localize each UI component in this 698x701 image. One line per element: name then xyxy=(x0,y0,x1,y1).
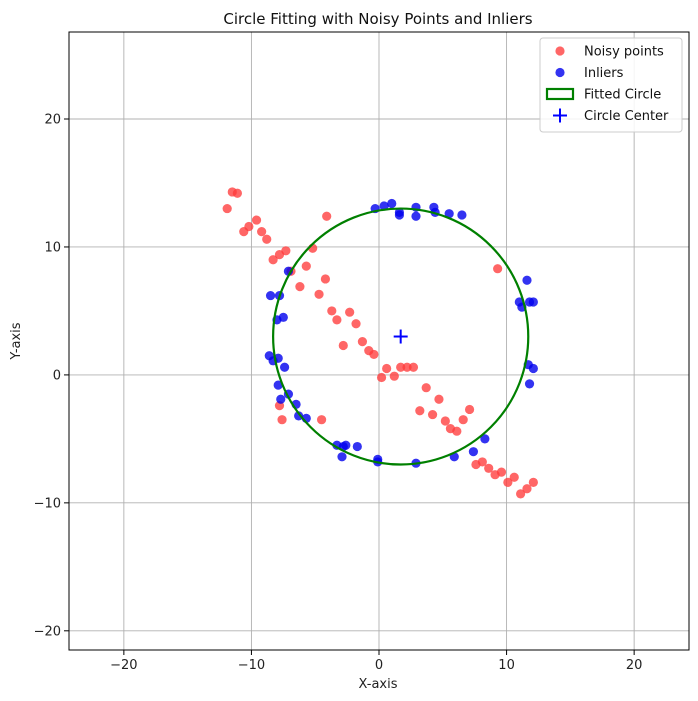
noisy-point xyxy=(345,307,355,317)
legend-entry-noisy: Noisy points xyxy=(555,45,664,60)
legend: Noisy points Inliers Fitted Circle Circle C… xyxy=(539,37,683,133)
legend-box xyxy=(539,37,683,133)
inlier-point xyxy=(279,362,290,372)
noisy-point xyxy=(415,406,425,416)
noisy-point xyxy=(402,362,412,372)
circle-center-marker xyxy=(393,329,408,344)
inlier-point xyxy=(387,198,397,209)
inlier-point xyxy=(457,210,467,220)
legend-label: Fitted Circle xyxy=(584,88,661,103)
noisy-point xyxy=(484,463,494,473)
inlier-point xyxy=(444,209,454,219)
inlier-point xyxy=(337,452,347,462)
noisy-point xyxy=(408,362,419,372)
inlier-point xyxy=(528,297,538,307)
noisy-point xyxy=(244,221,254,232)
noisy-point xyxy=(232,188,242,198)
legend-entry-inlier: Inliers xyxy=(555,66,624,81)
noisy-point xyxy=(338,340,348,351)
inlier-point xyxy=(294,411,304,421)
legend-entry-circle: Fitted Circle xyxy=(545,87,661,103)
noisy-point xyxy=(477,457,487,467)
inlier-point xyxy=(522,275,532,285)
noisy-point xyxy=(262,234,272,244)
noisy-point xyxy=(320,274,331,284)
noisy-point xyxy=(281,246,291,256)
noisy-point xyxy=(251,215,262,225)
chart-title: Circle Fitting with Noisy Points and Inl… xyxy=(223,10,532,28)
inlier-point xyxy=(273,380,283,390)
inlier-point xyxy=(411,211,421,221)
x-tick-label: −20 xyxy=(110,658,137,673)
noisy-point xyxy=(357,337,368,347)
noisy-point xyxy=(257,227,267,237)
x-tick-label: −10 xyxy=(238,658,265,673)
noisy-point xyxy=(493,264,503,274)
noisy-point xyxy=(268,255,278,265)
y-tick-label: 10 xyxy=(44,240,61,255)
noisy-point xyxy=(322,211,332,221)
noisy-point xyxy=(458,415,468,425)
noisy-point xyxy=(277,415,287,425)
legend-label: Inliers xyxy=(584,66,624,81)
inlier-point xyxy=(394,207,405,218)
legend-entry-center: Circle Center xyxy=(553,108,669,124)
legend-inlier-marker xyxy=(555,67,565,78)
inlier-point xyxy=(524,379,535,389)
inlier-point xyxy=(480,434,490,444)
noisy-point xyxy=(421,383,431,393)
y-tick-label: −20 xyxy=(34,624,61,639)
noisy-point xyxy=(434,394,444,404)
legend-noisy-marker xyxy=(555,46,565,56)
noisy-point xyxy=(503,477,513,487)
noisy-point xyxy=(295,282,305,292)
noisy-point xyxy=(316,415,327,425)
noisy-point xyxy=(369,349,379,360)
noisy-point xyxy=(222,203,232,214)
y-axis-label: Y-axis xyxy=(9,322,24,360)
legend-label: Circle Center xyxy=(584,109,669,124)
noisy-point xyxy=(376,372,387,383)
y-tick-label: 0 xyxy=(53,368,61,383)
y-tick-label: −10 xyxy=(34,496,61,511)
x-tick-label: 20 xyxy=(626,658,643,673)
noisy-point xyxy=(389,371,399,381)
inlier-point xyxy=(265,290,276,301)
noisy-point xyxy=(332,315,342,325)
noisy-point xyxy=(427,409,438,420)
y-tick-label: 20 xyxy=(44,113,61,128)
noisy-point xyxy=(314,289,324,299)
noisy-point xyxy=(516,489,526,499)
x-tick-label: 10 xyxy=(498,658,515,673)
plot-area xyxy=(222,187,538,499)
noisy-point xyxy=(396,362,406,372)
noisy-point xyxy=(301,261,311,271)
noisy-point xyxy=(440,416,450,426)
inlier-point xyxy=(352,441,362,452)
legend-label: Noisy points xyxy=(584,45,664,60)
inlier-point xyxy=(528,363,538,374)
inlier-point xyxy=(276,394,286,404)
inlier-point xyxy=(341,440,351,450)
noisy-point xyxy=(452,426,462,436)
noisy-point xyxy=(496,467,507,477)
noisy-point xyxy=(327,306,337,316)
noisy-point xyxy=(351,319,361,329)
fitted-circle xyxy=(272,207,530,466)
x-axis-label: X-axis xyxy=(359,677,398,692)
legend-circle-marker xyxy=(545,87,575,101)
axis-ticks: −20 −10 0 10 20 −20 −10 0 10 20 xyxy=(34,113,643,673)
noisy-point xyxy=(509,472,519,482)
noisy-point xyxy=(522,484,532,494)
noisy-point xyxy=(464,404,475,415)
inlier-point xyxy=(468,447,479,457)
noisy-point xyxy=(528,477,538,487)
x-tick-label: 0 xyxy=(375,658,383,673)
noisy-point xyxy=(382,363,392,374)
legend-center-marker xyxy=(553,108,567,123)
